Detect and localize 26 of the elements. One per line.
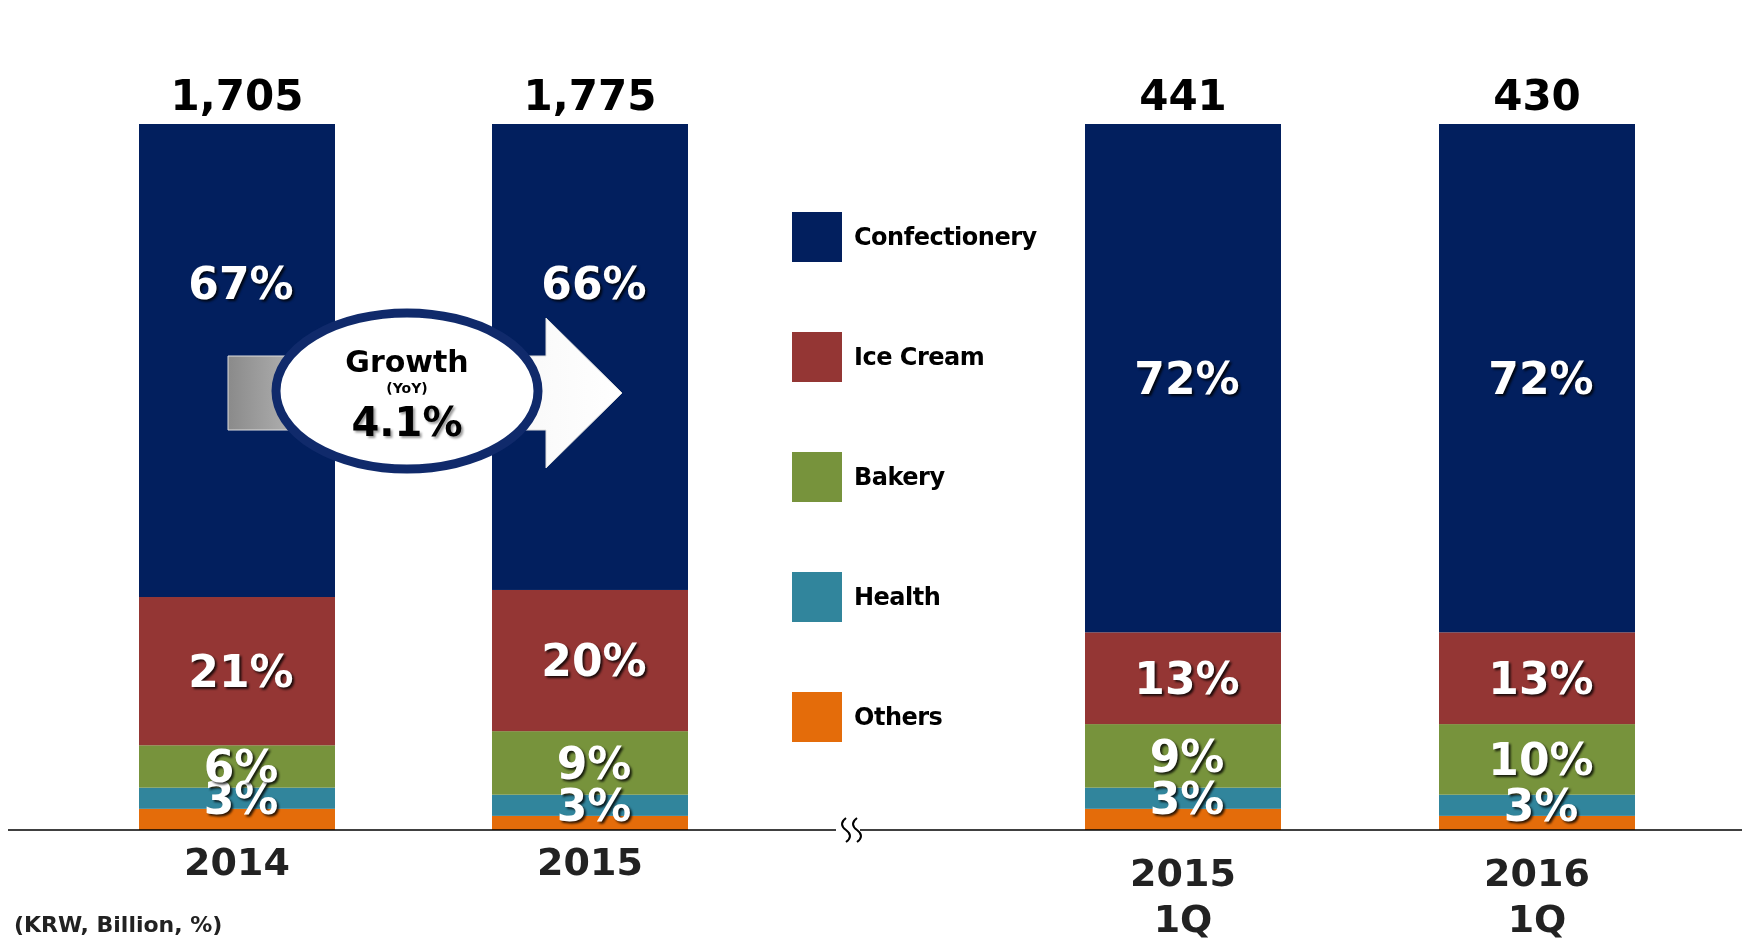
annotation: 430: [1493, 71, 1581, 120]
data-label: 13%: [1488, 653, 1594, 705]
legend-label: Others: [854, 703, 943, 732]
data-label: 20%: [541, 635, 647, 687]
annotation: 1,705: [170, 71, 304, 120]
annotation: Growth: [345, 344, 469, 379]
data-label: 13%: [1134, 653, 1240, 705]
data-label: 72%: [1488, 353, 1594, 404]
x-tick-label: 2014: [184, 840, 290, 884]
data-label: 72%: [1134, 353, 1240, 404]
annotation: (YoY): [386, 380, 428, 396]
data-label: 66%: [541, 257, 647, 309]
text: (KRW, Billion, %): [14, 912, 223, 937]
x-tick-label: 2015 1Q: [1130, 851, 1236, 941]
annotation: 441: [1139, 71, 1227, 120]
legend-label: Ice Cream: [854, 343, 985, 372]
data-label: 10%: [1488, 734, 1594, 786]
data-label: 21%: [188, 645, 294, 697]
data-label: 67%: [188, 257, 294, 309]
legend-label: Health: [854, 583, 941, 612]
x-tick-label: 2015: [537, 840, 643, 884]
annotation: 4.1%: [351, 399, 463, 445]
annotation: 1,775: [523, 71, 657, 120]
x-tick-label: 2016 1Q: [1484, 851, 1590, 941]
legend-label: Bakery: [854, 463, 946, 492]
legend-label: Confectionery: [854, 223, 1038, 252]
